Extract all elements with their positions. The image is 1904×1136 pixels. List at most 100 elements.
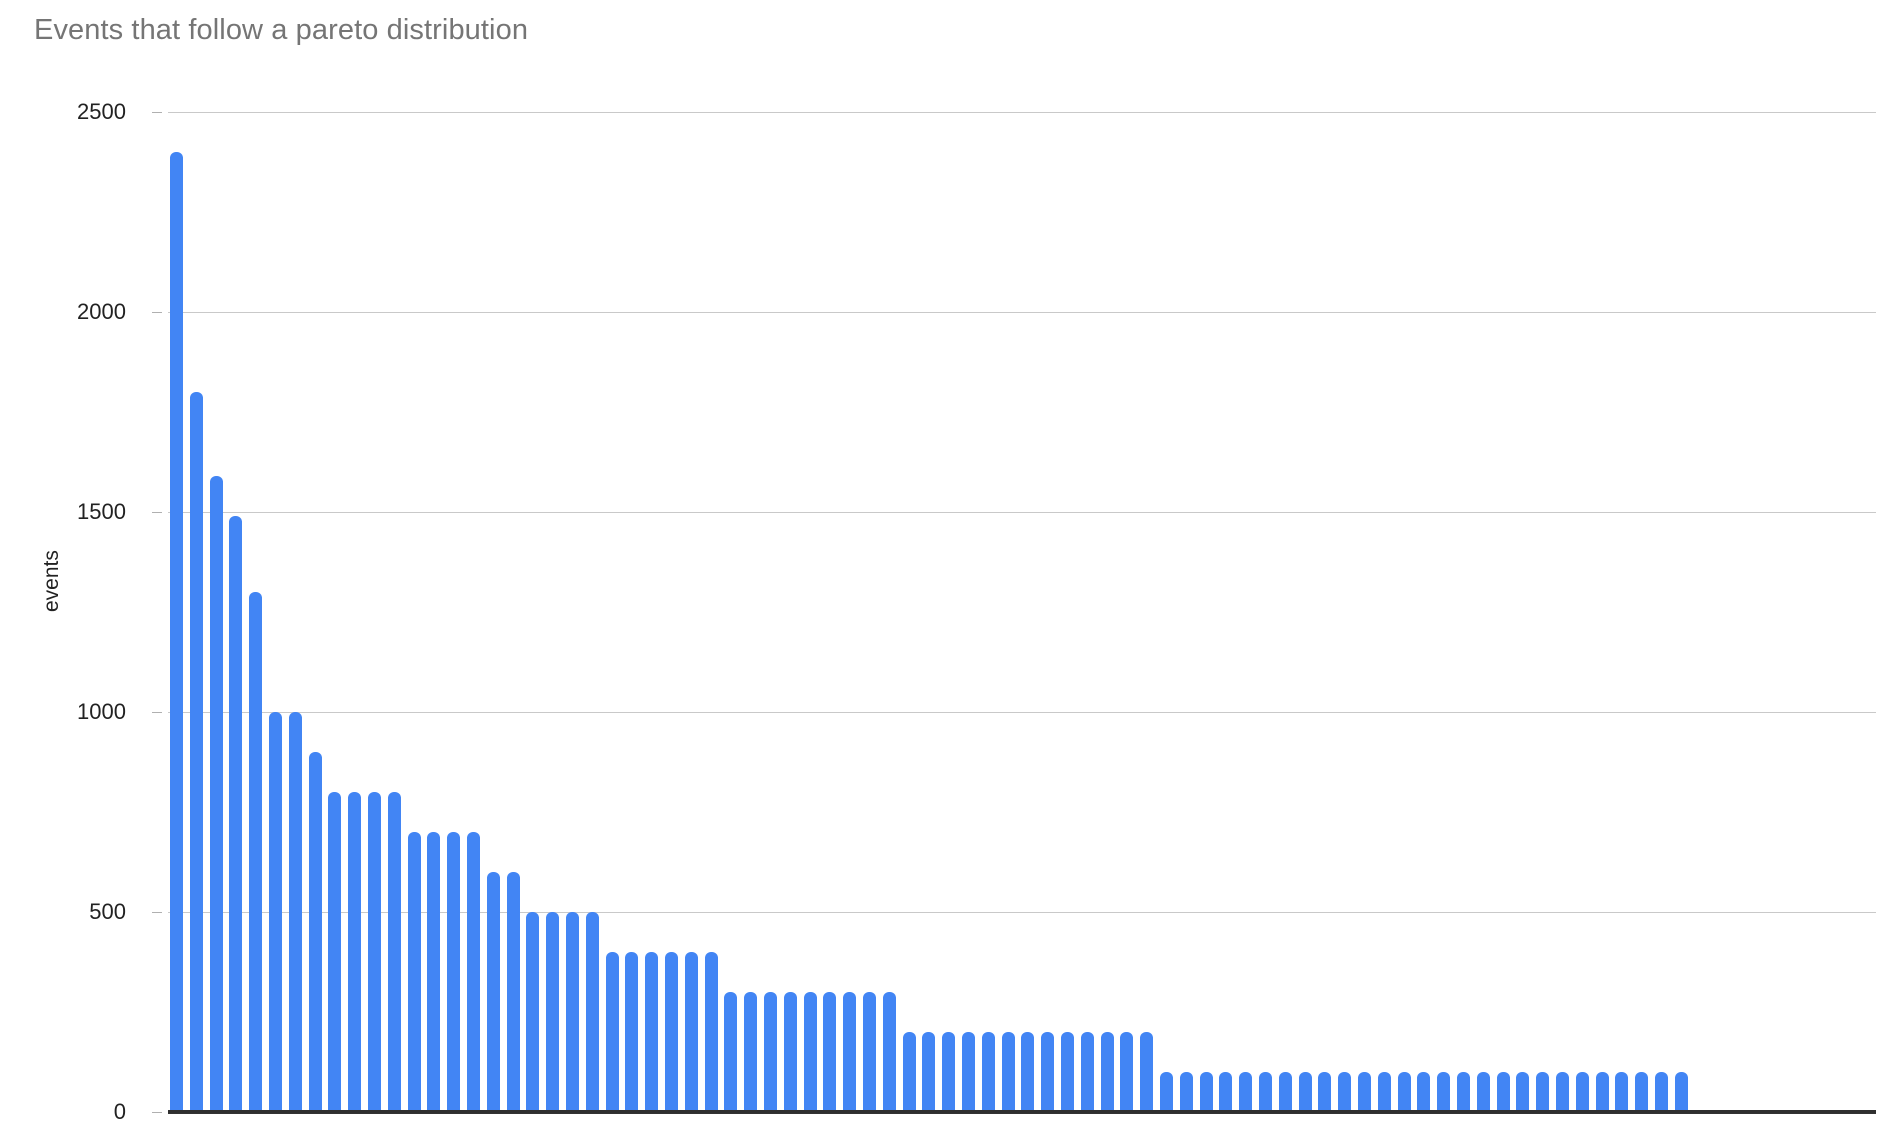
bar[interactable] — [1615, 1072, 1629, 1112]
bar[interactable] — [1160, 1072, 1173, 1112]
bar[interactable] — [1655, 1072, 1668, 1112]
bar[interactable] — [962, 1032, 975, 1112]
y-tick-label: 1000 — [77, 699, 126, 724]
bar[interactable] — [922, 1032, 936, 1112]
bar[interactable] — [566, 912, 579, 1112]
y-tick-label: 1500 — [77, 499, 126, 524]
bar[interactable] — [506, 872, 520, 1112]
bar[interactable] — [1041, 1032, 1055, 1112]
y-tick-mark — [152, 112, 162, 113]
bar[interactable] — [447, 832, 461, 1112]
bar[interactable] — [1377, 1072, 1391, 1112]
bar[interactable] — [783, 992, 797, 1112]
bar[interactable] — [1397, 1072, 1411, 1112]
gridline-0 — [168, 1112, 1876, 1114]
bar[interactable] — [724, 992, 738, 1112]
bar[interactable] — [546, 912, 560, 1112]
bar[interactable] — [1318, 1072, 1332, 1112]
y-tick-label: 500 — [89, 899, 126, 924]
gridline-1000 — [168, 712, 1876, 713]
bar[interactable] — [684, 952, 698, 1112]
bar[interactable] — [1635, 1072, 1649, 1112]
bar[interactable] — [328, 792, 342, 1112]
bar[interactable] — [467, 832, 480, 1112]
bar[interactable] — [863, 992, 876, 1112]
y-tick-mark — [152, 712, 162, 713]
bar[interactable] — [1278, 1072, 1292, 1112]
bar[interactable] — [605, 952, 619, 1112]
bar[interactable] — [823, 992, 837, 1112]
bar[interactable] — [764, 992, 777, 1112]
bar[interactable] — [1080, 1032, 1094, 1112]
y-tick-mark — [152, 512, 162, 513]
bar[interactable] — [1179, 1072, 1193, 1112]
bar[interactable] — [1338, 1072, 1352, 1112]
bar[interactable] — [189, 392, 203, 1112]
plot-area: 2500 2000 1500 1000 500 0 — [77, 99, 1876, 1124]
bar[interactable] — [1239, 1072, 1253, 1112]
bar[interactable] — [1001, 1032, 1015, 1112]
y-tick-mark — [152, 312, 162, 313]
bar[interactable] — [803, 992, 817, 1112]
bar[interactable] — [427, 832, 441, 1112]
bar[interactable] — [1674, 1072, 1688, 1112]
bar[interactable] — [407, 832, 421, 1112]
bar[interactable] — [1298, 1072, 1312, 1112]
x-axis-baseline — [168, 1110, 1876, 1113]
bar[interactable] — [1536, 1072, 1550, 1112]
y-tick-label: 2500 — [77, 99, 126, 124]
bar[interactable] — [1021, 1032, 1035, 1112]
bar[interactable] — [1358, 1072, 1371, 1112]
bar[interactable] — [1575, 1072, 1589, 1112]
bar[interactable] — [843, 992, 857, 1112]
bar[interactable] — [308, 752, 322, 1112]
y-axis-title: events — [40, 550, 63, 612]
bar[interactable] — [1199, 1072, 1213, 1112]
bar[interactable] — [882, 992, 896, 1112]
y-tick-label: 2000 — [77, 299, 126, 324]
bar[interactable] — [942, 1032, 956, 1112]
bar[interactable] — [170, 152, 183, 1112]
bar[interactable] — [1437, 1072, 1451, 1112]
bar-series — [168, 112, 1876, 1112]
bar[interactable] — [1120, 1032, 1134, 1112]
bar[interactable] — [1100, 1032, 1114, 1112]
gridline-2500 — [168, 112, 1876, 113]
y-tick-mark — [152, 1112, 162, 1113]
bar[interactable] — [645, 952, 659, 1112]
bar[interactable] — [368, 792, 381, 1112]
gridline-2000 — [168, 312, 1876, 313]
bar[interactable] — [209, 476, 223, 1112]
bar[interactable] — [249, 592, 263, 1112]
bar[interactable] — [1061, 1032, 1074, 1112]
bar[interactable] — [269, 712, 282, 1112]
bar[interactable] — [348, 792, 362, 1112]
bar[interactable] — [486, 872, 500, 1112]
bar[interactable] — [1417, 1072, 1431, 1112]
bar[interactable] — [1140, 1032, 1154, 1112]
bar[interactable] — [229, 516, 243, 1112]
bar[interactable] — [288, 712, 302, 1112]
gridline-1500 — [168, 512, 1876, 513]
bar[interactable] — [1496, 1072, 1510, 1112]
bar[interactable] — [526, 912, 540, 1112]
y-tick-label: 0 — [113, 1099, 126, 1124]
bar[interactable] — [1556, 1072, 1569, 1112]
bar[interactable] — [625, 952, 639, 1112]
chart-title: Events that follow a pareto distribution — [34, 14, 529, 46]
bar[interactable] — [1476, 1072, 1490, 1112]
bar[interactable] — [902, 1032, 916, 1112]
bar[interactable] — [1457, 1072, 1470, 1112]
bar[interactable] — [585, 912, 599, 1112]
bar[interactable] — [1219, 1072, 1233, 1112]
bar[interactable] — [665, 952, 678, 1112]
bar[interactable] — [744, 992, 758, 1112]
bar[interactable] — [981, 1032, 995, 1112]
gridline-500 — [168, 912, 1876, 913]
bar[interactable] — [387, 792, 401, 1112]
bar[interactable] — [704, 952, 718, 1112]
bar[interactable] — [1516, 1072, 1530, 1112]
bar[interactable] — [1595, 1072, 1609, 1112]
bar[interactable] — [1259, 1072, 1272, 1112]
